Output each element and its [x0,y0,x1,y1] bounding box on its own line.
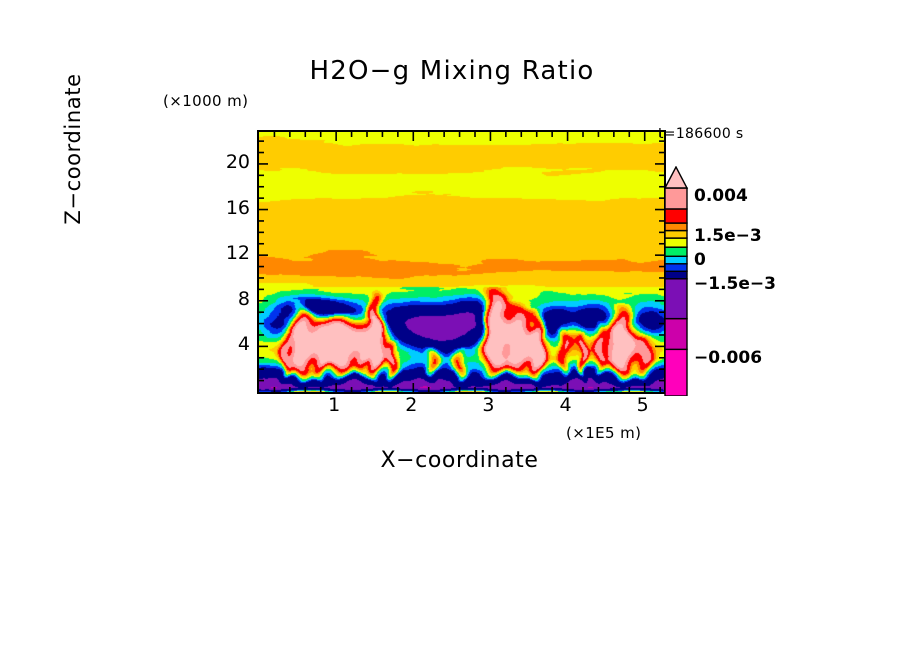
y-tick-label: 12 [225,242,250,265]
x-axis-tick-labels: 1 2 3 4 5 [257,396,662,420]
page-title: H2O−g Mixing Ratio [309,56,595,86]
x-axis-unit-label: (×1E5 m) [566,424,642,442]
colorbar-tick-label: −0.006 [694,348,763,368]
contour-field-canvas [259,132,664,392]
x-tick-label: 5 [636,394,649,416]
y-tick-label: 8 [237,287,250,310]
y-tick-label: 4 [237,333,250,356]
y-tick-label: 20 [225,150,250,173]
x-tick-label: 2 [405,394,418,416]
y-tick-label: 16 [225,196,250,219]
colorbar-tick-label: 0.004 [694,186,748,206]
y-axis-unit-label: (×1000 m) [163,92,249,110]
y-axis-title: Z−coordinate [61,73,85,225]
x-tick-label: 1 [328,394,341,416]
x-tick-label: 3 [482,394,495,416]
x-tick-label: 4 [559,394,572,416]
contour-plot-area [257,130,666,394]
colorbar-tick-label: 1.5e−3 [694,226,762,246]
colorbar-tick-label: −1.5e−3 [694,274,776,294]
timestamp-annotation: t=186600 s [658,126,744,142]
colorbar-tick-labels: 0.004 1.5e−3 0 −1.5e−3 −0.006 [694,166,814,396]
colorbar-tick-label: 0 [694,250,706,270]
colorbar [660,166,696,396]
y-axis-tick-labels: 4 8 12 16 20 [198,130,250,390]
x-axis-title: X−coordinate [380,448,539,473]
